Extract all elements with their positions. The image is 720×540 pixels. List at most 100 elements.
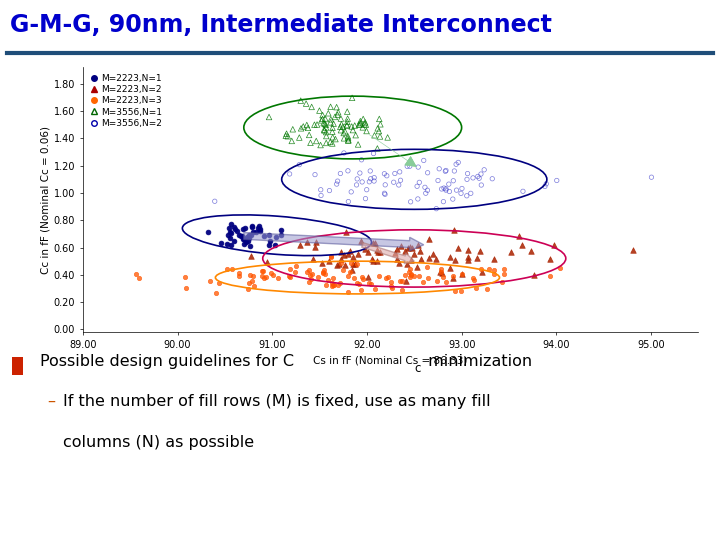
Point — [392, 245, 403, 253]
Point — [241, 232, 253, 241]
Point — [363, 278, 374, 287]
Point — [254, 225, 266, 233]
Point — [337, 265, 348, 274]
Point — [411, 262, 423, 271]
Point — [348, 273, 359, 282]
Point — [440, 186, 451, 194]
Point — [250, 228, 261, 237]
Point — [332, 111, 343, 119]
Point — [332, 281, 343, 289]
Point — [380, 274, 392, 282]
Point — [180, 284, 192, 293]
Point — [397, 277, 408, 286]
Point — [356, 286, 367, 295]
Point — [244, 271, 256, 280]
Point — [475, 170, 487, 178]
Point — [319, 126, 330, 134]
Point — [431, 255, 442, 264]
Point — [258, 266, 269, 275]
Point — [233, 231, 245, 240]
Point — [481, 284, 492, 293]
Point — [325, 115, 336, 124]
Point — [487, 174, 498, 183]
Text: minimization: minimization — [423, 354, 533, 369]
Point — [231, 227, 243, 235]
Point — [351, 174, 363, 183]
Point — [222, 231, 234, 239]
Point — [295, 124, 307, 133]
Point — [247, 272, 258, 281]
Point — [240, 238, 252, 246]
Point — [327, 133, 338, 141]
Point — [423, 274, 434, 282]
Point — [356, 273, 367, 282]
Point — [364, 167, 376, 176]
Point — [246, 222, 258, 231]
Point — [325, 118, 336, 127]
Point — [393, 259, 405, 267]
Point — [320, 281, 331, 289]
Point — [335, 247, 346, 256]
Point — [388, 178, 400, 186]
Point — [267, 271, 279, 280]
Point — [423, 234, 435, 243]
Point — [452, 158, 464, 167]
Point — [302, 124, 314, 132]
Point — [374, 247, 385, 256]
Point — [338, 148, 350, 157]
Point — [315, 185, 326, 194]
Point — [352, 279, 364, 288]
FancyArrowPatch shape — [369, 134, 416, 166]
Point — [355, 237, 366, 246]
Point — [254, 227, 266, 235]
Point — [238, 224, 249, 233]
Point — [411, 182, 423, 191]
Point — [343, 136, 354, 145]
Point — [256, 272, 268, 280]
Point — [435, 268, 446, 276]
Point — [317, 114, 328, 123]
Point — [369, 173, 380, 182]
Point — [320, 132, 332, 140]
Point — [404, 273, 415, 282]
Point — [315, 141, 326, 150]
Point — [341, 118, 353, 126]
Point — [353, 120, 364, 129]
Point — [393, 181, 405, 190]
Point — [554, 264, 566, 273]
Point — [354, 117, 366, 125]
Point — [366, 255, 378, 264]
Point — [389, 249, 400, 258]
Point — [438, 197, 449, 206]
Point — [349, 259, 361, 268]
Point — [315, 191, 327, 200]
Point — [297, 122, 309, 131]
Point — [413, 178, 425, 187]
Point — [225, 229, 236, 238]
Point — [475, 265, 487, 273]
Point — [294, 160, 305, 169]
Point — [432, 176, 444, 185]
Point — [498, 264, 510, 273]
Point — [320, 139, 332, 147]
Point — [260, 273, 271, 281]
Point — [342, 249, 354, 258]
Point — [475, 181, 487, 190]
Point — [346, 266, 358, 275]
Point — [472, 172, 484, 181]
Point — [335, 114, 346, 123]
Point — [305, 275, 316, 284]
Point — [248, 282, 260, 291]
Point — [352, 249, 364, 258]
Point — [221, 240, 233, 248]
Point — [405, 255, 416, 264]
Point — [273, 274, 284, 282]
Point — [229, 225, 240, 234]
Point — [408, 250, 420, 259]
Point — [389, 169, 400, 178]
Point — [379, 180, 391, 189]
Point — [344, 268, 356, 276]
Point — [345, 259, 356, 267]
Point — [326, 279, 338, 288]
Point — [242, 237, 253, 246]
